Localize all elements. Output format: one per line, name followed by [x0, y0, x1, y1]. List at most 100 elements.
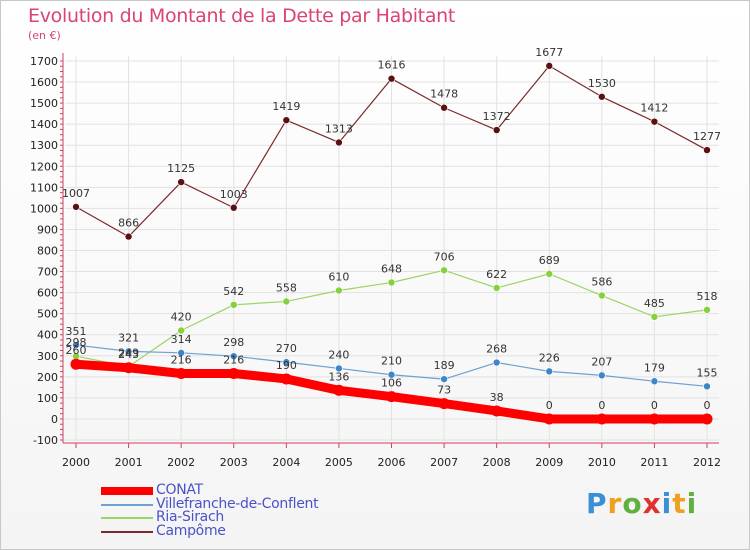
data-label: 1478: [430, 88, 458, 101]
y-tick-label: 1100: [30, 181, 58, 194]
data-point: [543, 413, 555, 425]
data-label: 207: [591, 355, 612, 368]
data-label: 243: [118, 348, 139, 361]
y-tick-label: 1300: [30, 139, 58, 152]
data-label: 610: [328, 271, 349, 284]
data-label: 298: [66, 336, 87, 349]
data-label: 321: [118, 331, 139, 344]
x-tick-label: 2004: [272, 456, 300, 469]
data-label: 622: [486, 268, 507, 281]
x-tick-label: 2008: [483, 456, 511, 469]
data-label: 0: [704, 399, 711, 412]
data-point: [229, 203, 238, 212]
y-tick-label: 200: [37, 371, 58, 384]
data-label: 226: [539, 351, 560, 364]
data-label: 260: [66, 344, 87, 357]
data-point: [387, 370, 396, 379]
data-label: 73: [437, 384, 451, 397]
data-point: [228, 367, 240, 379]
y-tick-label: 800: [37, 245, 58, 258]
data-point: [387, 74, 396, 83]
data-point: [229, 301, 238, 309]
y-tick-label: 1500: [30, 97, 58, 110]
data-label: 1007: [62, 187, 90, 200]
data-label: 1003: [220, 188, 248, 201]
legend-label: Ria-Sirach: [156, 509, 224, 525]
data-label: 216: [171, 353, 192, 366]
data-point: [124, 347, 133, 356]
y-tick-label: -100: [33, 434, 58, 447]
data-point: [123, 362, 135, 374]
data-point: [124, 232, 133, 241]
x-tick-label: 2009: [535, 456, 563, 469]
data-label: 249: [118, 347, 139, 360]
x-tick-label: 2000: [62, 456, 90, 469]
data-point: [177, 326, 185, 335]
unit-label: (en €): [28, 29, 61, 42]
data-label: 1277: [693, 130, 721, 143]
legend-label: Campôme: [156, 522, 226, 539]
data-point: [598, 92, 606, 101]
data-label: 485: [644, 297, 665, 310]
data-point: [229, 352, 238, 360]
data-point: [438, 398, 450, 410]
data-label: 314: [171, 333, 192, 346]
logo-letter: r: [607, 487, 623, 520]
data-label: 1412: [640, 102, 668, 115]
data-label: 189: [434, 359, 455, 372]
data-label: 1419: [272, 100, 300, 113]
data-point: [596, 413, 608, 425]
data-label: 0: [598, 399, 605, 412]
data-label: 1677: [535, 46, 563, 59]
legend-label: Villefranche-de-Conflent: [156, 495, 319, 512]
data-point: [177, 349, 185, 357]
data-point: [70, 358, 82, 370]
y-tick-label: 300: [37, 350, 58, 363]
data-point: [703, 382, 711, 391]
data-label: 351: [66, 325, 87, 338]
chart-title: Evolution du Montant de la Dette par Hab…: [28, 5, 456, 27]
x-tick-label: 2010: [588, 456, 616, 469]
data-point: [333, 384, 345, 396]
data-label: 0: [651, 399, 658, 412]
data-label: 648: [381, 263, 402, 276]
data-label: 1616: [378, 59, 406, 72]
data-point: [282, 358, 291, 366]
data-point: [650, 377, 659, 386]
logo-letter: P: [586, 487, 608, 520]
data-point: [72, 203, 80, 211]
data-label: 136: [328, 370, 349, 383]
data-point: [650, 313, 659, 321]
y-tick-label: 600: [37, 287, 58, 300]
data-point: [545, 367, 554, 376]
data-point: [387, 278, 396, 287]
data-label: 240: [328, 348, 349, 361]
data-label: 155: [697, 366, 718, 379]
data-label: 586: [591, 276, 612, 289]
data-point: [492, 284, 501, 292]
x-tick-label: 2012: [693, 456, 721, 469]
y-tick-label: 1700: [30, 55, 58, 68]
data-label: 270: [276, 342, 297, 355]
legend-swatch: [101, 517, 153, 519]
data-point: [72, 341, 80, 349]
data-label: 216: [223, 353, 244, 366]
data-point: [440, 375, 448, 383]
y-tick-label: 100: [37, 392, 58, 405]
data-label: 706: [434, 250, 455, 263]
y-tick-label: 700: [37, 266, 58, 279]
data-point: [492, 126, 501, 134]
logo-letter: o: [622, 487, 643, 520]
data-label: 866: [118, 217, 139, 230]
y-tick-label: 0: [51, 413, 58, 426]
y-tick-label: 1600: [30, 76, 58, 89]
data-point: [282, 297, 291, 306]
data-point: [335, 286, 343, 295]
data-label: 1530: [588, 77, 616, 90]
data-point: [545, 270, 554, 278]
data-point: [648, 413, 660, 425]
data-label: 190: [276, 359, 297, 372]
y-tick-label: 1400: [30, 118, 58, 131]
x-tick-label: 2011: [640, 456, 668, 469]
